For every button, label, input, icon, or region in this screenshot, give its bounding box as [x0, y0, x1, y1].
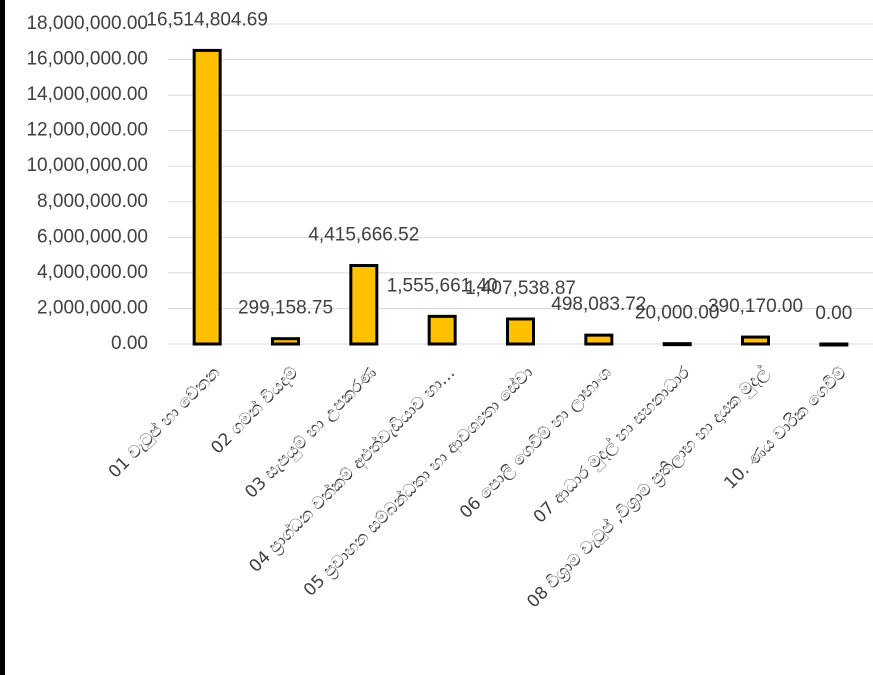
y-tick-label: 16,000,000.00 — [26, 49, 148, 70]
bar — [584, 333, 614, 346]
y-tick-label: 0.00 — [111, 333, 148, 354]
frame-edge — [0, 0, 5, 675]
y-tick-label: 6,000,000.00 — [37, 226, 148, 247]
bar — [271, 337, 300, 346]
y-tick-label: 12,000,000.00 — [26, 120, 148, 141]
bar — [349, 263, 379, 346]
data-label: 498,083.72 — [551, 294, 646, 315]
y-tick-label: 8,000,000.00 — [37, 191, 148, 212]
y-tick-label: 10,000,000.00 — [26, 155, 148, 176]
data-label: 20,000.00 — [635, 303, 720, 324]
y-tick-label: 4,000,000.00 — [37, 262, 148, 283]
data-label: 1,555,661.40 — [387, 275, 498, 296]
data-label: 16,514,804.69 — [146, 9, 268, 30]
data-label: 390,170.00 — [708, 296, 803, 317]
data-label: 4,415,666.52 — [308, 225, 419, 246]
data-label: 1,407,538.87 — [465, 278, 576, 299]
y-tick-label: 2,000,000.00 — [37, 297, 148, 318]
y-tick-label: 14,000,000.00 — [26, 84, 148, 105]
bar — [427, 314, 457, 346]
y-tick-label: 18,000,000.00 — [26, 13, 148, 34]
bar — [741, 335, 770, 346]
data-label: 299,158.75 — [238, 298, 333, 319]
bar — [506, 317, 535, 346]
bar — [819, 342, 849, 347]
data-label: 0.00 — [815, 303, 852, 324]
bar — [662, 342, 692, 347]
bar — [192, 48, 222, 346]
